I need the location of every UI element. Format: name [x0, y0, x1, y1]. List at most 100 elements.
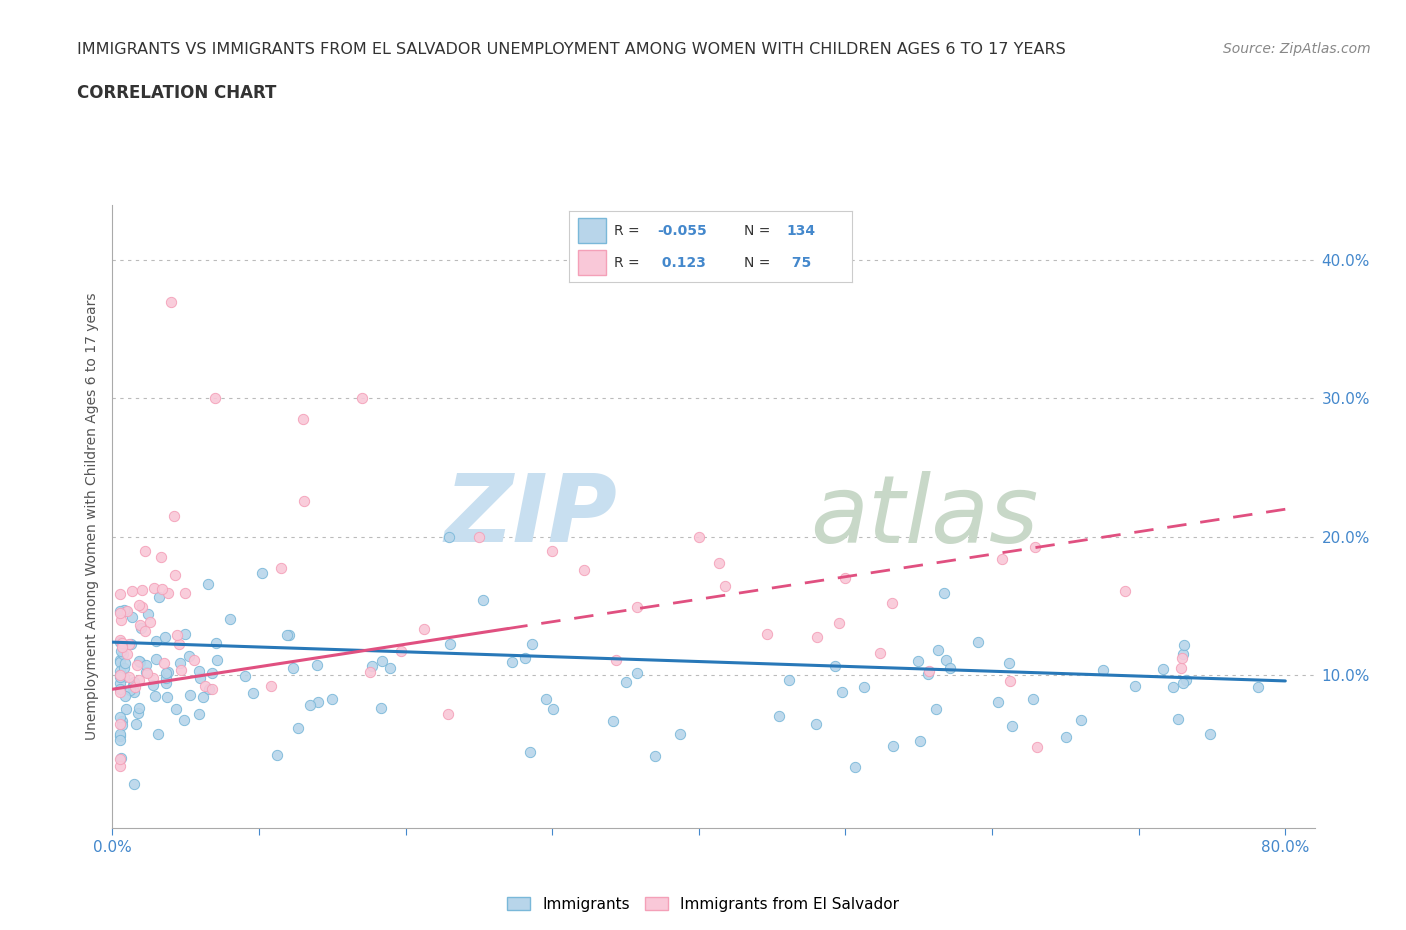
Point: [150, 581, 173, 596]
Point: [520, 636, 543, 651]
Point: [768, 709, 790, 724]
Point: [191, 689, 214, 704]
Point: [990, 551, 1012, 566]
Point: [108, 670, 131, 684]
Point: [439, 637, 461, 652]
Point: [183, 653, 205, 668]
Point: [292, 494, 315, 509]
Point: [205, 635, 228, 650]
Point: [270, 561, 292, 576]
Point: [605, 653, 627, 668]
Point: [935, 652, 957, 667]
Point: [501, 655, 523, 670]
Point: [117, 647, 139, 662]
Text: N =: N =: [744, 256, 775, 270]
Point: [179, 688, 201, 703]
Point: [413, 621, 436, 636]
Point: [1247, 679, 1270, 694]
Bar: [578, 250, 606, 275]
Text: atlas: atlas: [810, 471, 1038, 562]
Point: [1152, 662, 1174, 677]
Point: [108, 668, 131, 683]
Point: [714, 578, 737, 593]
Point: [134, 543, 156, 558]
Point: [128, 597, 150, 612]
Point: [150, 550, 173, 565]
Point: [188, 706, 211, 721]
Point: [124, 716, 146, 731]
Point: [155, 666, 177, 681]
Point: [155, 671, 177, 685]
Text: R =: R =: [614, 223, 644, 237]
Point: [165, 701, 187, 716]
Point: [131, 600, 153, 615]
Point: [987, 695, 1010, 710]
Point: [707, 556, 730, 571]
Point: [108, 684, 131, 699]
Point: [201, 682, 224, 697]
Point: [112, 670, 135, 684]
Point: [852, 680, 875, 695]
Text: 134: 134: [787, 223, 815, 237]
Point: [122, 777, 145, 791]
Text: ZIP: ZIP: [444, 471, 617, 562]
Point: [125, 658, 148, 672]
Point: [574, 563, 596, 578]
Point: [115, 604, 138, 618]
Text: 0.123: 0.123: [657, 256, 706, 270]
Point: [142, 581, 165, 596]
Point: [299, 698, 322, 712]
Point: [156, 664, 179, 679]
Point: [472, 592, 495, 607]
Point: [644, 749, 666, 764]
Point: [128, 700, 150, 715]
Point: [1114, 584, 1136, 599]
Point: [108, 668, 131, 683]
Point: [882, 739, 904, 754]
Point: [156, 585, 179, 600]
Point: [124, 674, 146, 689]
Point: [170, 662, 193, 677]
Point: [997, 656, 1019, 671]
Point: [110, 751, 132, 765]
Point: [541, 543, 564, 558]
Point: [287, 721, 309, 736]
Point: [200, 665, 222, 680]
Point: [114, 656, 136, 671]
Point: [108, 604, 131, 618]
Point: [1173, 638, 1195, 653]
Point: [1092, 662, 1115, 677]
Point: [321, 692, 343, 707]
Point: [114, 701, 136, 716]
Point: [908, 734, 931, 749]
Point: [121, 610, 143, 625]
Point: [1199, 726, 1222, 741]
Point: [108, 605, 131, 620]
Point: [110, 644, 132, 658]
Point: [278, 628, 301, 643]
Point: [907, 654, 929, 669]
Point: [121, 677, 143, 692]
Point: [108, 729, 131, 744]
Point: [834, 571, 856, 586]
Point: [779, 672, 801, 687]
Point: [1161, 680, 1184, 695]
Point: [136, 666, 159, 681]
Point: [1167, 711, 1189, 726]
Point: [359, 664, 381, 679]
Point: [128, 672, 150, 687]
Point: [128, 653, 150, 668]
Point: [108, 655, 131, 670]
Point: [177, 648, 200, 663]
Point: [242, 685, 264, 700]
Point: [468, 529, 491, 544]
Point: [927, 642, 949, 657]
Point: [173, 712, 195, 727]
Point: [669, 726, 692, 741]
Point: [115, 604, 138, 619]
Point: [1175, 673, 1198, 688]
Point: [142, 678, 165, 693]
Point: [167, 637, 190, 652]
Point: [108, 664, 131, 679]
Point: [169, 656, 191, 671]
